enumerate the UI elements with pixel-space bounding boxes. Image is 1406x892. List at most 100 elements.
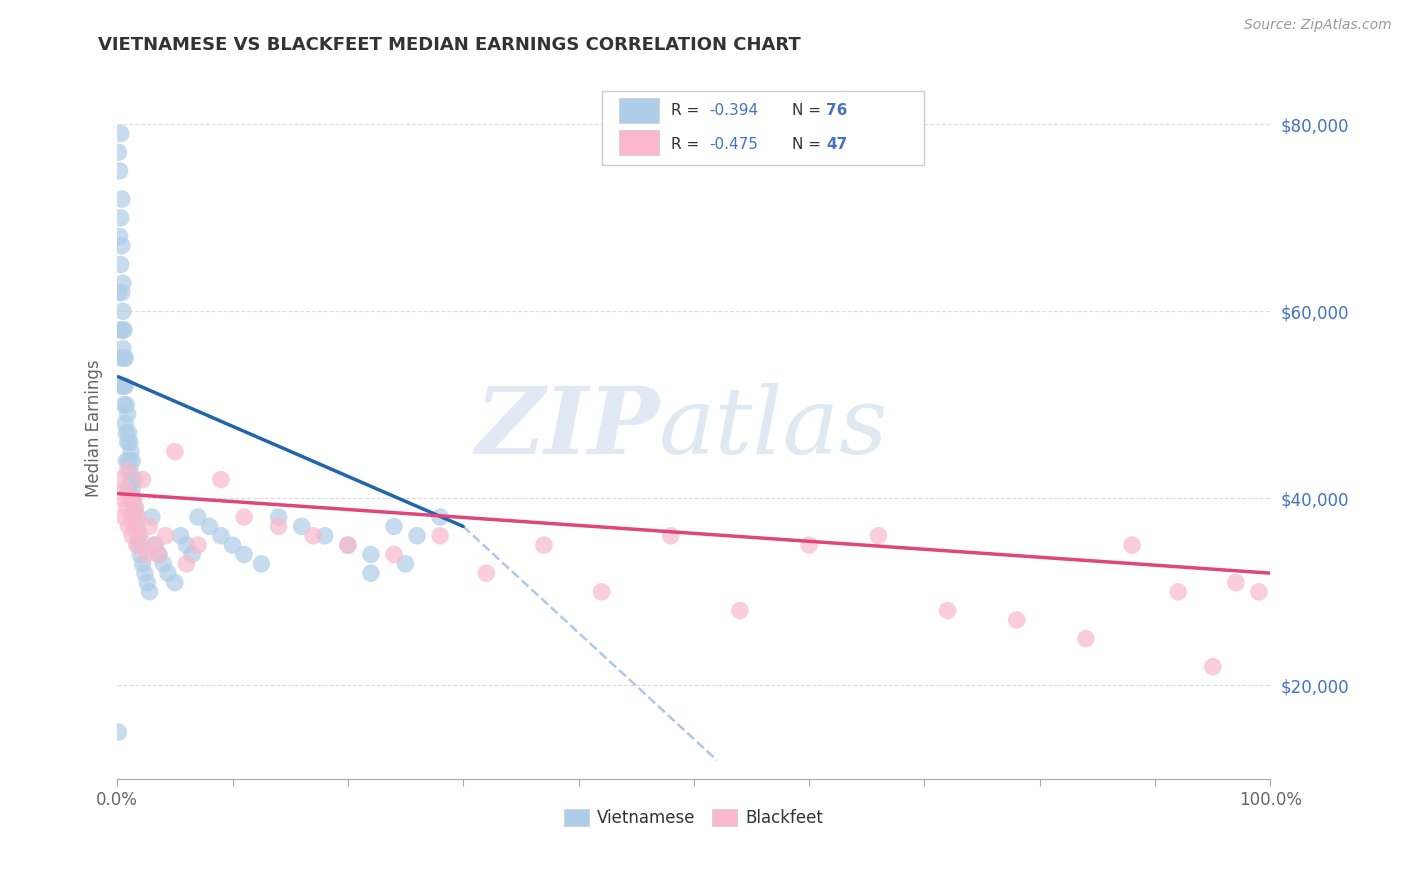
Point <box>108 229 131 244</box>
Point <box>659 529 682 543</box>
Point <box>124 519 146 533</box>
Point <box>868 529 890 543</box>
Text: R =: R = <box>671 103 704 119</box>
Point <box>120 473 142 487</box>
Point <box>114 417 136 431</box>
Point <box>124 510 146 524</box>
Point <box>107 145 129 160</box>
Point <box>110 127 132 141</box>
Point <box>117 407 139 421</box>
Point <box>187 538 209 552</box>
Point <box>114 351 136 365</box>
Point <box>429 529 451 543</box>
Point <box>176 538 198 552</box>
Point <box>118 482 141 496</box>
Text: ZIP: ZIP <box>475 384 659 473</box>
Y-axis label: Median Earnings: Median Earnings <box>86 359 103 497</box>
Point <box>125 519 148 533</box>
Point <box>111 239 134 253</box>
Point <box>118 491 141 506</box>
Point <box>267 519 290 533</box>
Point <box>382 519 405 533</box>
Point <box>122 491 145 506</box>
Point <box>131 557 153 571</box>
Point <box>112 323 135 337</box>
Point <box>111 192 134 206</box>
Point <box>156 566 179 581</box>
Point <box>118 463 141 477</box>
Point <box>125 538 148 552</box>
Point <box>136 575 159 590</box>
Point <box>1202 659 1225 673</box>
Text: R =: R = <box>671 136 704 152</box>
Point <box>936 603 959 617</box>
Point <box>406 529 429 543</box>
Point <box>1167 585 1189 599</box>
Point <box>176 557 198 571</box>
Point <box>135 548 157 562</box>
Point <box>124 500 146 515</box>
Point <box>143 538 166 552</box>
Text: N =: N = <box>792 103 825 119</box>
Point <box>429 510 451 524</box>
Point <box>138 585 160 599</box>
Point <box>122 491 145 506</box>
Point <box>115 454 138 468</box>
Text: atlas: atlas <box>659 384 889 473</box>
Point <box>148 548 170 562</box>
Point <box>163 575 186 590</box>
Point <box>127 510 149 524</box>
Point <box>155 529 177 543</box>
Point <box>118 454 141 468</box>
Point <box>112 351 135 365</box>
Point <box>728 603 751 617</box>
Point <box>360 566 382 581</box>
Point <box>121 529 143 543</box>
Bar <box>619 98 659 123</box>
Point <box>475 566 498 581</box>
Point <box>124 500 146 515</box>
Point <box>107 725 129 739</box>
Point <box>209 473 232 487</box>
Point <box>129 529 152 543</box>
Point <box>112 510 135 524</box>
Point <box>221 538 243 552</box>
Point <box>115 398 138 412</box>
Text: -0.475: -0.475 <box>709 136 758 152</box>
Text: N =: N = <box>792 136 825 152</box>
Point <box>117 463 139 477</box>
Point <box>121 454 143 468</box>
Text: Source: ZipAtlas.com: Source: ZipAtlas.com <box>1244 18 1392 32</box>
Point <box>110 211 132 225</box>
Point <box>127 529 149 543</box>
Point <box>591 585 613 599</box>
Text: VIETNAMESE VS BLACKFEET MEDIAN EARNINGS CORRELATION CHART: VIETNAMESE VS BLACKFEET MEDIAN EARNINGS … <box>98 36 801 54</box>
Point <box>799 538 821 552</box>
Point <box>148 548 170 562</box>
Point <box>533 538 555 552</box>
FancyBboxPatch shape <box>602 92 925 165</box>
Legend: Vietnamese, Blackfeet: Vietnamese, Blackfeet <box>557 802 831 834</box>
Point <box>209 529 232 543</box>
Point <box>138 519 160 533</box>
Point <box>143 538 166 552</box>
Point <box>111 323 134 337</box>
Point <box>118 425 141 440</box>
Point <box>128 538 150 552</box>
Point <box>129 548 152 562</box>
Point <box>233 548 256 562</box>
Point <box>124 473 146 487</box>
Point <box>120 444 142 458</box>
Point <box>1247 585 1270 599</box>
Point <box>115 500 138 515</box>
Point <box>117 435 139 450</box>
Point <box>152 557 174 571</box>
Point <box>187 510 209 524</box>
Point <box>108 323 131 337</box>
Point <box>291 519 314 533</box>
Point <box>141 510 163 524</box>
Point <box>111 379 134 393</box>
Point <box>111 276 134 290</box>
Text: -0.394: -0.394 <box>709 103 758 119</box>
Point <box>302 529 325 543</box>
